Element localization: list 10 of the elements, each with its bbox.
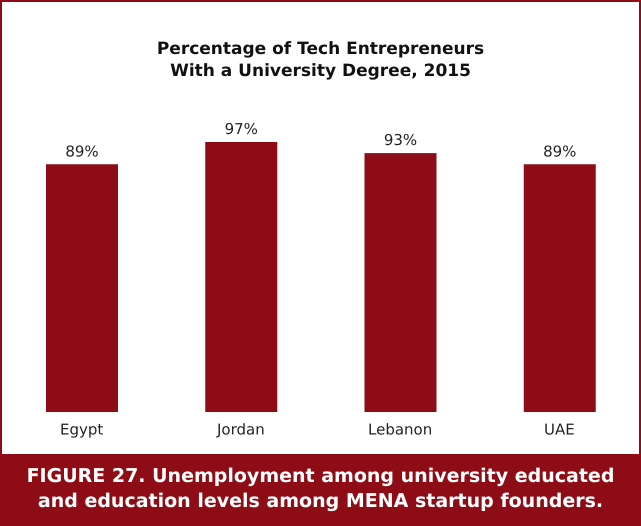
- chart-title: Percentage of Tech Entrepreneurs With a University Degree, 2015: [156, 38, 486, 82]
- x-tick-label: Jordan: [216, 420, 265, 439]
- data-label: 89%: [543, 142, 576, 160]
- data-label: 89%: [65, 142, 99, 160]
- x-tick-label: Egypt: [60, 420, 104, 439]
- x-tick-label: Lebanon: [368, 420, 432, 439]
- data-label: 97%: [224, 120, 258, 138]
- data-label: 93%: [384, 131, 418, 150]
- x-tick-label: UAE: [544, 420, 575, 439]
- caption: FIGURE 27. Unemployment among university educated and education levels among MENA startup founders.: [26, 464, 616, 514]
